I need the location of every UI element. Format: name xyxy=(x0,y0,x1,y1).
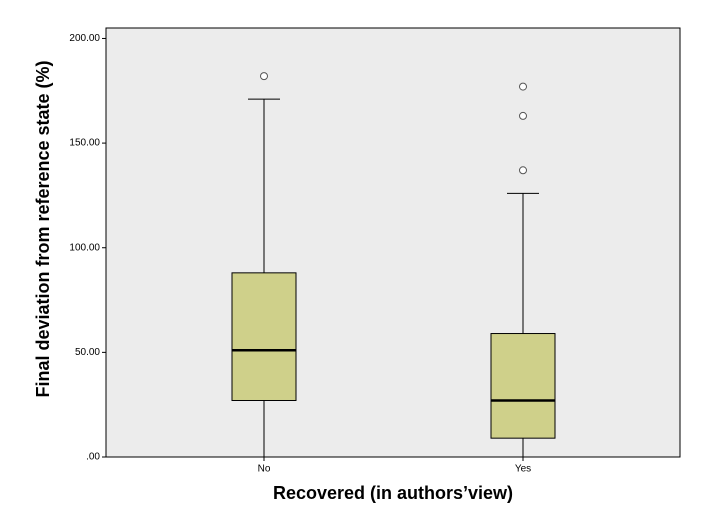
y-tick-label: 150.00 xyxy=(69,138,100,149)
y-tick-label: 200.00 xyxy=(69,33,100,44)
y-tick-label: 100.00 xyxy=(69,242,100,253)
x-axis-title: Recovered (in authors’view) xyxy=(273,483,513,503)
y-tick-label: .00 xyxy=(86,452,100,463)
x-tick-label: Yes xyxy=(515,464,531,475)
outlier xyxy=(519,82,527,91)
box xyxy=(231,272,297,401)
plot-area xyxy=(105,27,681,458)
box xyxy=(490,333,556,439)
outlier xyxy=(519,166,527,175)
outlier xyxy=(519,111,527,120)
y-axis-title: Final deviation from reference state (%) xyxy=(33,60,53,397)
x-tick-label: No xyxy=(258,464,271,475)
y-tick-label: 50.00 xyxy=(75,347,100,358)
outlier xyxy=(260,72,268,81)
